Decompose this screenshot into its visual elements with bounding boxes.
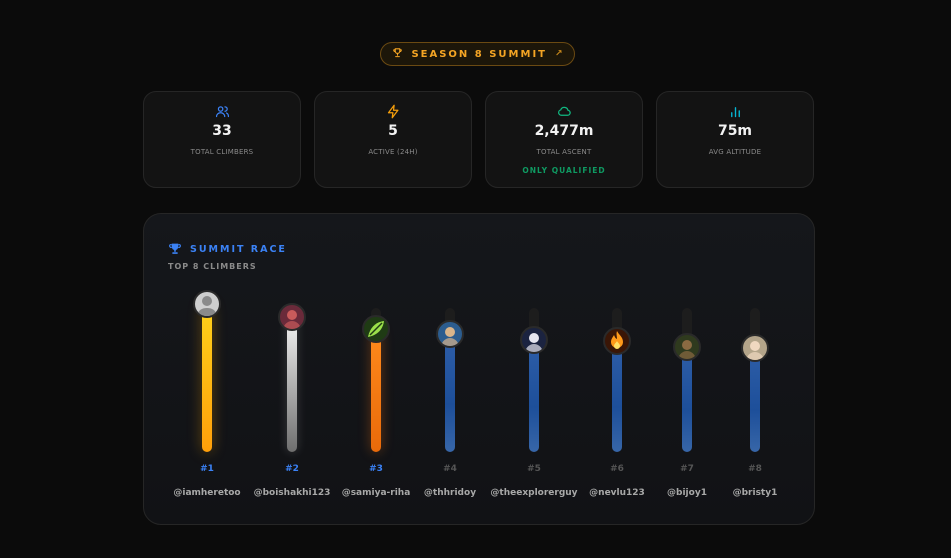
stat-note: ONLY QUALIFIED [522, 166, 606, 175]
altitude-bar [202, 304, 212, 452]
climber-handle[interactable]: @samiya-riha [341, 488, 411, 498]
altitude-bar [445, 333, 455, 452]
avatar[interactable] [520, 325, 548, 354]
climber-rank: #6 [610, 464, 624, 474]
climber-handle[interactable]: @theexplorerguy [490, 488, 578, 498]
climber-column[interactable]: #6 @nevlu123 [575, 214, 659, 526]
bar-chart-icon [657, 104, 813, 120]
summit-race-panel: SUMMIT RACE TOP 8 CLIMBERS #1 @iamheretoo… [143, 213, 815, 525]
stat-value: 2,477m [534, 123, 594, 139]
altitude-bar [750, 348, 760, 452]
altitude-bar [529, 339, 539, 452]
altitude-bar [682, 346, 692, 452]
climber-handle[interactable]: @bijoy1 [667, 488, 707, 498]
climber-handle[interactable]: @bristy1 [732, 488, 778, 498]
climber-rank: #3 [369, 464, 383, 474]
users-icon [144, 104, 300, 120]
avatar[interactable] [673, 332, 701, 361]
stat-card-avg-altitude: 75m AVG ALTITUDE [656, 91, 814, 188]
stat-card-total-climbers: 33 TOTAL CLIMBERS [143, 91, 301, 188]
avatar[interactable] [436, 319, 464, 348]
season-badge[interactable]: SEASON 8 SUMMIT ↗ [380, 42, 575, 66]
stat-value: 5 [388, 123, 398, 139]
avatar[interactable] [362, 315, 390, 344]
climber-handle[interactable]: @thhridoy [423, 488, 477, 498]
altitude-bar [287, 317, 297, 452]
climber-column[interactable]: #4 @thhridoy [408, 214, 492, 526]
stat-label: AVG ALTITUDE [708, 148, 762, 156]
stat-value: 75m [717, 123, 753, 139]
altitude-bar [371, 329, 381, 452]
climber-column[interactable]: #5 @theexplorerguy [490, 214, 578, 526]
avatar[interactable] [603, 327, 631, 355]
climber-rank: #5 [527, 464, 541, 474]
stat-label: TOTAL ASCENT [536, 148, 592, 156]
climber-rank: #2 [285, 464, 299, 474]
bolt-icon [315, 104, 471, 120]
stat-label: ACTIVE (24H) [368, 148, 418, 156]
race-title: SUMMIT RACE [168, 240, 287, 259]
trophy-icon [392, 47, 403, 61]
avatar[interactable] [741, 334, 769, 363]
stat-card-total-ascent: 2,477m TOTAL ASCENT ONLY QUALIFIED [485, 91, 643, 188]
climber-rank: #7 [680, 464, 694, 474]
cloud-icon [486, 104, 642, 120]
stat-card-active: 5 ACTIVE (24H) [314, 91, 472, 188]
external-arrow-icon: ↗ [555, 49, 563, 59]
race-title-text: SUMMIT RACE [190, 244, 287, 255]
season-label: SEASON 8 SUMMIT [411, 48, 547, 60]
climber-handle[interactable]: @boishakhi123 [253, 488, 331, 498]
climber-column[interactable]: #3 @samiya-riha [334, 214, 418, 526]
trophy-icon [168, 240, 182, 259]
climber-handle[interactable]: @iamheretoo [173, 488, 241, 498]
climber-column[interactable]: #8 @bristy1 [713, 214, 797, 526]
climber-rank: #4 [443, 464, 457, 474]
climber-column[interactable]: #7 @bijoy1 [645, 214, 729, 526]
avatar[interactable] [193, 290, 221, 318]
climber-column[interactable]: #2 @boishakhi123 [250, 214, 334, 526]
stat-label: TOTAL CLIMBERS [190, 148, 254, 156]
avatar[interactable] [278, 303, 306, 332]
climber-handle[interactable]: @nevlu123 [589, 488, 645, 498]
climber-rank: #8 [748, 464, 762, 474]
race-subtitle: TOP 8 CLIMBERS [168, 262, 257, 271]
stats-row: 33 TOTAL CLIMBERS 5 ACTIVE (24H) 2,477m … [143, 91, 815, 188]
climber-rank: #1 [200, 464, 214, 474]
stat-value: 33 [212, 123, 232, 139]
altitude-bar [612, 341, 622, 452]
climber-column[interactable]: #1 @iamheretoo [165, 214, 249, 526]
